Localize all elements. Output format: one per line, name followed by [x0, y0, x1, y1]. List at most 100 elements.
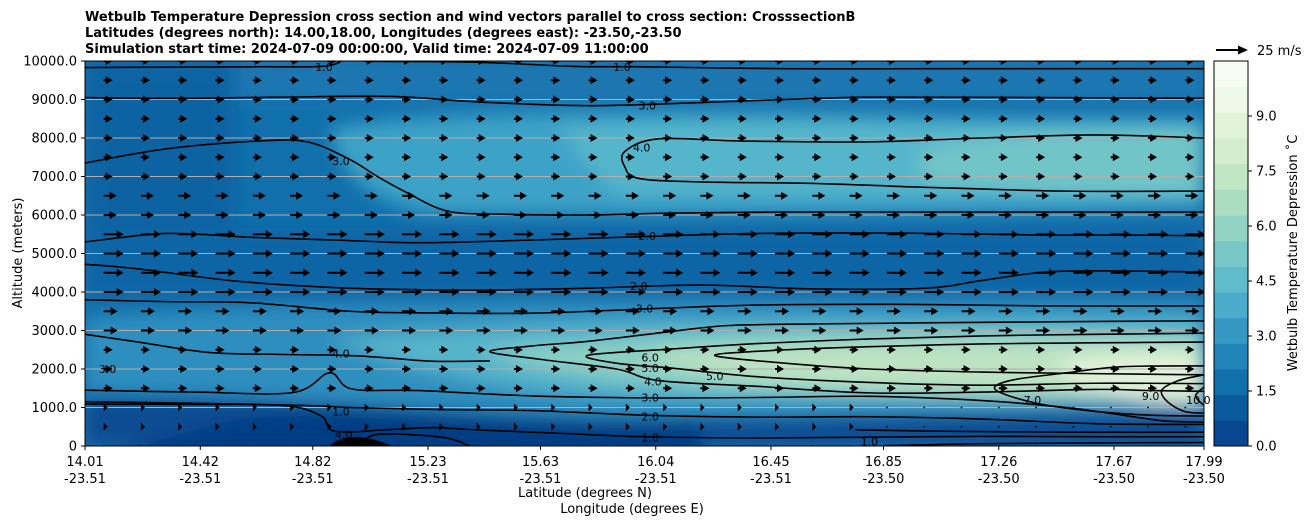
wind-vector — [476, 230, 497, 239]
wind-vector — [1185, 211, 1199, 219]
wind-vector — [215, 114, 225, 123]
wind-vector — [1147, 425, 1149, 428]
wind-vector — [1110, 134, 1120, 142]
wind-vector — [551, 230, 572, 239]
wind-vector — [290, 172, 300, 181]
wind-vector — [364, 230, 385, 239]
wind-vector — [103, 134, 113, 142]
contour-label: 4.0 — [644, 375, 662, 388]
wind-vector — [1036, 365, 1046, 373]
wind-vector — [924, 384, 934, 393]
wind-vector — [849, 249, 870, 258]
wind-vector — [849, 134, 859, 142]
x-tick-label-lon: -23.50 — [1183, 472, 1225, 487]
wind-key-label: 25 m/s — [1257, 44, 1302, 59]
wind-vector — [737, 326, 752, 335]
x-tick-label-lon: -23.51 — [179, 472, 221, 487]
wind-vector — [252, 268, 273, 277]
contour-label: 4.0 — [633, 142, 651, 155]
wind-vector — [886, 425, 888, 428]
wind-vector — [588, 249, 609, 258]
colorbar-segment — [1214, 420, 1248, 447]
wind-vector — [327, 172, 337, 181]
wind-vector — [215, 365, 225, 373]
wind-vector — [140, 384, 150, 393]
contour-labels: 1.01.03.04.03.02.02.03.04.03.06.05.04.0 5… — [99, 61, 1211, 449]
contour-label: 7.0 — [1024, 394, 1042, 407]
wind-vector — [1073, 76, 1083, 85]
wind-vector — [700, 191, 714, 200]
wind-vector — [588, 345, 598, 354]
wind-vector — [215, 403, 220, 412]
wind-vector — [290, 211, 304, 219]
wind-vector — [961, 345, 971, 354]
wind-vector — [551, 288, 572, 296]
wind-vector — [327, 153, 337, 162]
wind-vector — [998, 365, 1008, 373]
contour-line — [85, 400, 1204, 426]
wind-vector — [476, 172, 486, 181]
wind-vector — [402, 249, 423, 258]
wind-vector — [439, 134, 449, 142]
wind-vector — [737, 307, 752, 316]
terrain-shape — [330, 436, 392, 446]
wind-vector — [886, 153, 896, 162]
wind-vector — [1036, 249, 1057, 258]
wind-vector — [513, 95, 523, 104]
wind-vector — [476, 422, 481, 431]
wind-vector — [700, 172, 710, 181]
wind-vector — [140, 61, 150, 65]
wind-vector — [625, 268, 646, 277]
wind-vector — [476, 134, 486, 142]
wind-vector — [998, 345, 1008, 354]
wind-vector — [513, 172, 523, 181]
contour-line — [85, 139, 1204, 216]
wind-vector — [402, 172, 412, 181]
wind-vector — [1185, 172, 1195, 181]
wind-vector — [140, 307, 155, 316]
wind-vector — [178, 95, 188, 104]
wind-vector — [178, 76, 188, 85]
wind-vector — [551, 95, 561, 104]
wind-vector — [737, 384, 747, 393]
wind-vector — [215, 172, 225, 181]
wind-vector — [1073, 134, 1083, 142]
colorbar-segment — [1214, 61, 1248, 88]
wind-vector — [737, 76, 747, 85]
wind-vector — [402, 365, 412, 373]
wind-vector — [439, 211, 453, 219]
wind-vector — [924, 249, 945, 258]
wind-vector — [439, 153, 449, 162]
x-tick-label-lon: -23.51 — [750, 472, 792, 487]
wind-vector — [402, 268, 423, 277]
wind-vector — [625, 61, 635, 65]
wind-vector — [737, 365, 747, 373]
wind-vector — [439, 345, 449, 354]
wind-vector — [924, 307, 939, 316]
wind-vector — [961, 114, 971, 123]
wind-vector — [886, 76, 896, 85]
wind-vector — [737, 268, 758, 277]
wind-vector — [513, 230, 534, 239]
wind-vector — [700, 326, 715, 335]
wind-vector — [737, 211, 751, 219]
wind-vector — [551, 365, 561, 373]
colorbar-tick-label: 4.5 — [1256, 275, 1277, 290]
wind-vector — [625, 365, 635, 373]
wind-vector — [513, 249, 534, 258]
wind-vector — [1148, 61, 1158, 65]
y-tick-label: 9000.0 — [32, 93, 78, 108]
wind-vector — [1036, 153, 1046, 162]
wind-vector — [290, 230, 311, 239]
wind-vector — [775, 76, 785, 85]
contour-label: 2.0 — [639, 230, 657, 243]
wind-vector — [663, 384, 673, 393]
colorbar-tick-label: 0.0 — [1256, 440, 1277, 455]
colorbar-segment — [1214, 189, 1248, 216]
wind-vector — [1185, 153, 1195, 162]
wind-vector — [551, 326, 566, 335]
y-axis: 0 1000.0 2000.0 3000.0 4000.0 5000.0 6000.0 700… — [23, 55, 85, 455]
wind-vector — [849, 76, 859, 85]
wind-vector — [1036, 230, 1057, 239]
wind-vector — [924, 153, 934, 162]
